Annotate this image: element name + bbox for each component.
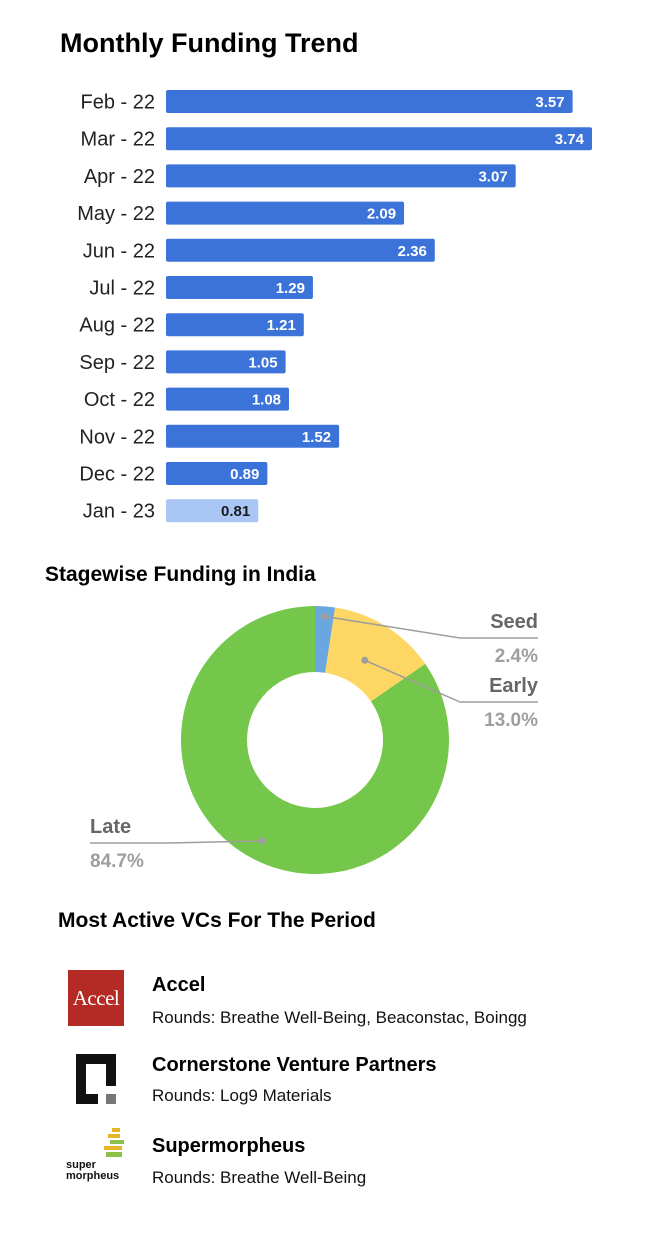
vc-section-title: Most Active VCs For The Period — [58, 909, 376, 932]
bar-value-label: 3.57 — [535, 94, 564, 111]
donut-leader-line — [364, 659, 538, 703]
bar-value-label: 3.07 — [478, 168, 507, 185]
vc-name: Cornerstone Venture Partners — [152, 1054, 437, 1076]
pie-chart-title: Stagewise Funding in India — [45, 563, 316, 586]
bar-value-label: 1.52 — [302, 429, 331, 446]
bar — [166, 424, 340, 448]
donut-slice — [325, 607, 426, 702]
vc-rounds: Rounds: Breathe Well-Being — [152, 1168, 367, 1187]
bar — [166, 499, 259, 523]
donut-leader-dot — [320, 612, 328, 620]
bar-category-label: Jun - 22 — [83, 240, 155, 262]
bar-category-label: May - 22 — [77, 203, 155, 225]
bar — [166, 350, 286, 374]
bar-value-label: 2.36 — [398, 243, 427, 260]
bar-category-label: Apr - 22 — [84, 166, 155, 188]
donut-slice-percent: 13.0% — [484, 710, 538, 731]
accel-logo-icon: Accel — [68, 970, 124, 1026]
bar-value-label: 1.29 — [276, 280, 305, 297]
donut-leader-dot — [258, 837, 266, 845]
bar-value-label: 3.74 — [555, 131, 585, 148]
vc-item-cornerstone: Cornerstone Venture Partners Rounds: Log… — [0, 1050, 672, 1120]
bar-category-label: Feb - 22 — [81, 92, 155, 114]
donut-leader-line — [324, 615, 538, 639]
bar-category-label: Oct - 22 — [84, 389, 155, 411]
supermorpheus-logo-icon: super morpheus — [66, 1126, 130, 1182]
bar-category-label: Sep - 22 — [79, 352, 155, 374]
bar-category-label: Dec - 22 — [79, 464, 155, 486]
donut-slice-name: Early — [489, 675, 539, 697]
bar-value-label: 0.89 — [230, 466, 259, 483]
accel-logo-text: Accel — [72, 985, 120, 1010]
bar-category-label: Jan - 23 — [83, 501, 155, 523]
bar — [166, 387, 290, 411]
bar — [166, 462, 268, 485]
donut-leader-dot — [361, 656, 369, 664]
donut-leader-line — [90, 840, 263, 844]
cornerstone-logo-icon — [68, 1050, 124, 1106]
bar-chart: Feb - 22 3.57 Mar - 22 3.74 Apr - 22 3.07 May … — [77, 90, 592, 523]
bar-value-label: 1.08 — [252, 392, 281, 409]
bar — [166, 127, 592, 151]
bar-category-label: Aug - 22 — [79, 315, 155, 337]
donut-slice — [315, 606, 336, 673]
bar-category-label: Mar - 22 — [81, 129, 155, 151]
bar-value-label: 1.21 — [267, 317, 296, 334]
bar-category-label: Jul - 22 — [89, 278, 155, 300]
vc-item-accel: Accel Accel Rounds: Breathe Well-Being, … — [0, 968, 672, 1038]
vc-rounds: Rounds: Breathe Well-Being, Beaconstac, … — [152, 1008, 527, 1027]
bar — [166, 164, 516, 188]
donut-chart: Seed 2.4% Early 13.0% Late 84.7% — [90, 606, 539, 874]
bar-chart-title: Monthly Funding Trend — [60, 28, 359, 58]
donut-slice-percent: 84.7% — [90, 851, 144, 872]
bar-value-label: 1.05 — [248, 354, 277, 371]
supermorpheus-logo-text: super morpheus — [66, 1159, 120, 1182]
bar — [166, 276, 313, 299]
bar-value-label: 0.81 — [221, 503, 250, 520]
bar — [166, 238, 435, 262]
vc-name: Accel — [152, 974, 206, 996]
vc-rounds: Rounds: Log9 Materials — [152, 1086, 332, 1105]
bar — [166, 201, 405, 225]
bar-value-label: 2.09 — [367, 206, 396, 223]
bar — [166, 313, 304, 337]
bar — [166, 90, 573, 113]
vc-name: Supermorpheus — [152, 1135, 306, 1157]
vc-item-supermorpheus: super morpheus Supermorpheus Rounds: Bre… — [0, 1126, 672, 1196]
donut-slice-name: Seed — [490, 611, 538, 633]
donut-slice-percent: 2.4% — [495, 646, 538, 667]
bar-category-label: Nov - 22 — [79, 426, 155, 448]
donut-slice — [180, 606, 449, 874]
donut-slice-name: Late — [90, 816, 131, 838]
